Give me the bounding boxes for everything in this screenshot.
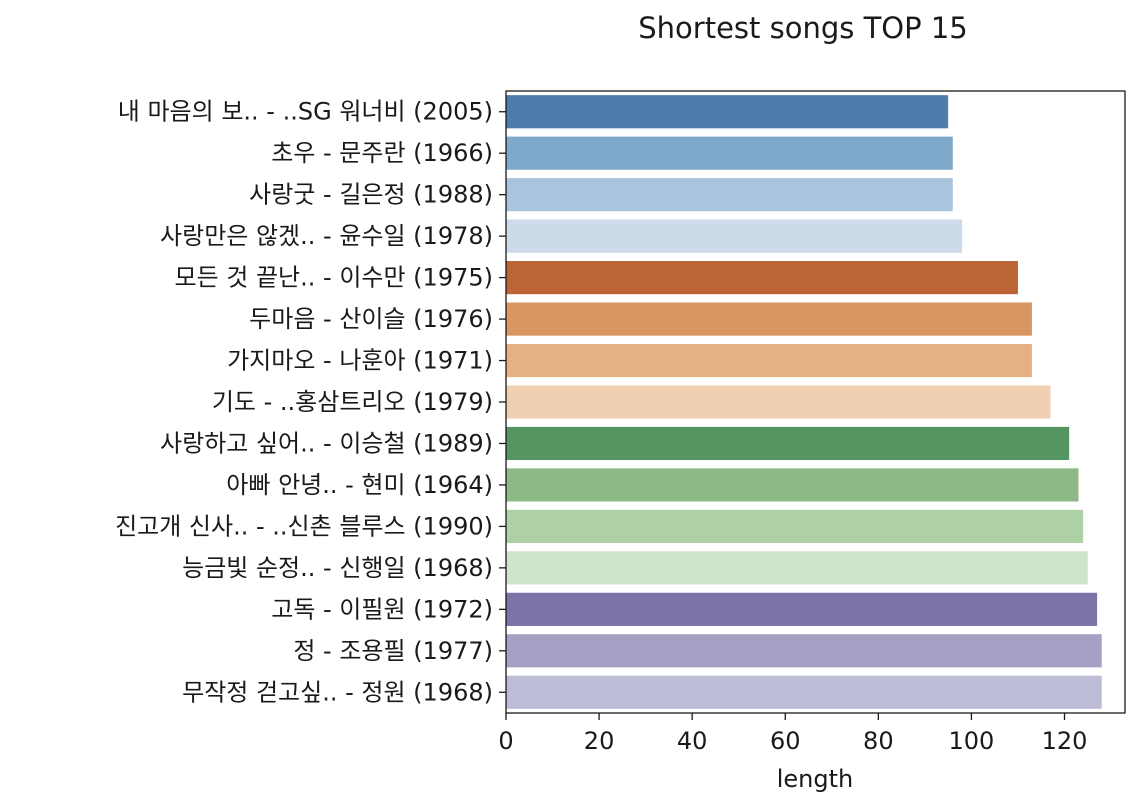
bar-12 — [506, 551, 1088, 585]
x-tick-label: 60 — [770, 727, 801, 755]
bar-14 — [506, 634, 1102, 668]
x-tick-label: 20 — [584, 727, 615, 755]
x-axis-ticks: 0 20 40 60 80 100 120 — [498, 713, 1087, 755]
category-label: 진고개 신사.. - ..신촌 블루스 (1990) — [115, 512, 493, 540]
category-label: 모든 것 끝난.. - 이수만 (1975) — [174, 264, 493, 292]
category-label: 사랑하고 싶어.. - 이승철 (1989) — [160, 429, 493, 457]
category-label: 두마음 - 산이슬 (1976) — [249, 305, 493, 333]
category-label: 초우 - 문주란 (1966) — [271, 139, 493, 167]
bar-11 — [506, 509, 1084, 543]
x-tick-label: 40 — [677, 727, 708, 755]
category-label: 고독 - 이필원 (1972) — [271, 595, 493, 623]
category-label: 능금빛 순정.. - 신행일 (1968) — [182, 554, 493, 582]
category-label: 무작정 걷고싶.. - 정원 (1968) — [182, 678, 493, 706]
x-tick-label: 100 — [949, 727, 995, 755]
category-label: 내 마음의 보.. - ..SG 워너비 (2005) — [118, 98, 493, 126]
x-tick-label: 80 — [863, 727, 894, 755]
bar-8 — [506, 385, 1051, 419]
bar-6 — [506, 302, 1032, 336]
category-label: 가지마오 - 나훈아 (1971) — [227, 347, 493, 375]
bar-5 — [506, 261, 1018, 295]
bar-10 — [506, 468, 1079, 502]
bar-2 — [506, 136, 953, 170]
bar-15 — [506, 675, 1102, 709]
plot-frame — [505, 90, 1126, 714]
bar-13 — [506, 592, 1098, 626]
category-labels: 내 마음의 보.. - ..SG 워너비 (2005) 초우 - 문주란 (196… — [115, 98, 506, 706]
bar-3 — [506, 178, 953, 212]
bar-1 — [506, 95, 949, 129]
category-label: 기도 - ..홍삼트리오 (1979) — [212, 388, 493, 416]
bar-7 — [506, 343, 1032, 378]
x-tick-label: 0 — [498, 727, 513, 755]
bars-group — [506, 95, 1102, 709]
bar-9 — [506, 426, 1070, 461]
category-label: 아빠 안녕.. - 현미 (1964) — [226, 471, 493, 499]
x-tick-label: 120 — [1042, 727, 1088, 755]
chart-title: Shortest songs TOP 15 — [638, 11, 967, 45]
category-label: 사랑굿 - 길은정 (1988) — [249, 181, 493, 209]
bar-4 — [506, 219, 963, 253]
category-label: 사랑만은 않겠.. - 윤수일 (1978) — [160, 222, 493, 250]
x-axis-label: length — [777, 765, 854, 793]
category-label: 정 - 조용필 (1977) — [293, 637, 493, 665]
